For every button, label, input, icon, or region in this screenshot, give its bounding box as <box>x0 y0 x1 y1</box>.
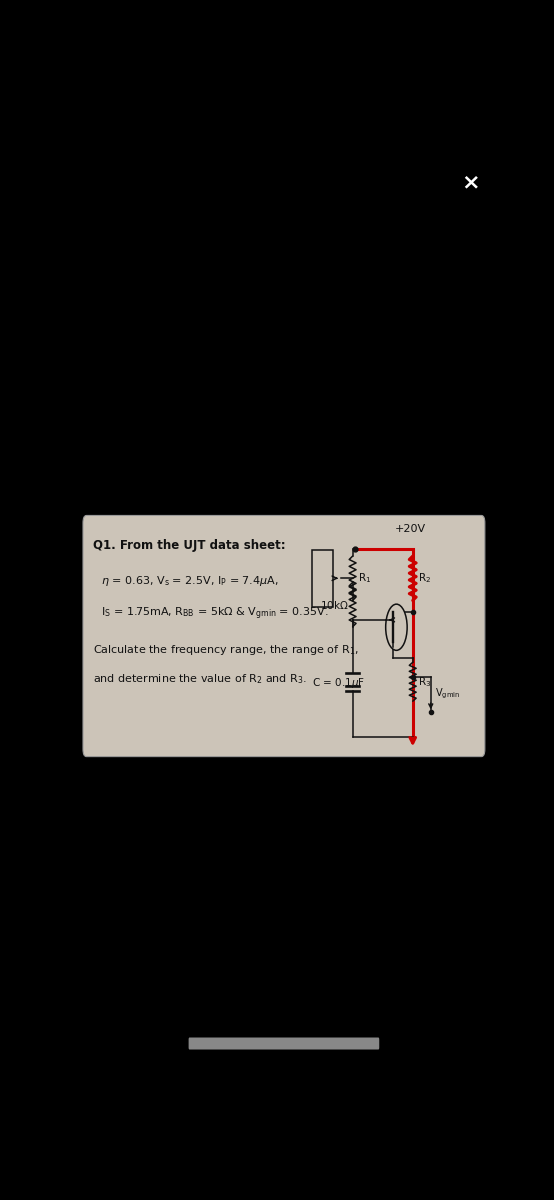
Text: I$_\mathregular{S}$ = 1.75mA, R$_\mathregular{BB}$ = 5k$\Omega$ & V$_\mathregula: I$_\mathregular{S}$ = 1.75mA, R$_\mathre… <box>101 606 329 623</box>
Text: 10k$\Omega$: 10k$\Omega$ <box>320 599 349 611</box>
FancyBboxPatch shape <box>83 516 485 757</box>
Circle shape <box>386 604 407 650</box>
Text: R$_3$: R$_3$ <box>418 674 431 689</box>
Text: V$_\mathregular{gmin}$: V$_\mathregular{gmin}$ <box>435 686 460 701</box>
Text: and determine the value of R$_2$ and R$_3$.: and determine the value of R$_2$ and R$_… <box>93 672 307 686</box>
Bar <box>312 550 334 607</box>
Text: Q1. From the UJT data sheet:: Q1. From the UJT data sheet: <box>93 540 285 552</box>
Text: C = 0.1$\mu$F: C = 0.1$\mu$F <box>312 676 365 690</box>
Text: Calculate the frequency range, the range of R$_1$,: Calculate the frequency range, the range… <box>93 643 358 656</box>
Text: ×: × <box>461 173 480 193</box>
Text: +20V: +20V <box>395 524 426 534</box>
Text: $\eta$ = 0.63, V$_\mathregular{s}$ = 2.5V, I$_\mathregular{P}$ = 7.4$\mu$A,: $\eta$ = 0.63, V$_\mathregular{s}$ = 2.5… <box>101 574 279 588</box>
Text: R$_1$: R$_1$ <box>358 571 371 586</box>
FancyBboxPatch shape <box>188 1038 379 1050</box>
Text: R$_2$: R$_2$ <box>418 571 431 586</box>
